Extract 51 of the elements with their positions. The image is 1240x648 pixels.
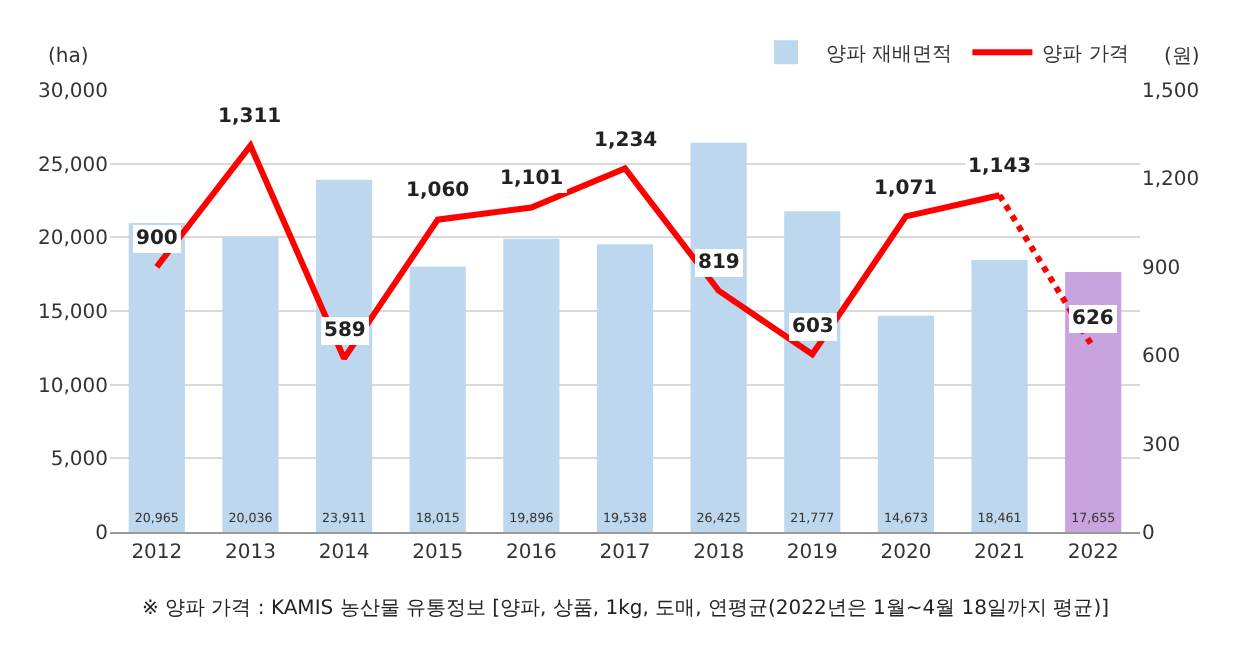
legend-label: 양파 가격	[1042, 43, 1129, 66]
bar	[222, 236, 279, 532]
x-tick-label: 2013	[225, 542, 276, 564]
x-tick-label: 2018	[693, 542, 745, 564]
y-tick-label: 5,000	[50, 449, 108, 472]
data-label: 1,071	[874, 178, 938, 200]
x-tick-label: 2017	[599, 542, 651, 564]
bar	[1065, 271, 1122, 532]
bar	[877, 315, 934, 532]
x-tick-label: 2020	[880, 542, 932, 564]
bar	[784, 211, 841, 532]
data-label: 603	[792, 316, 834, 338]
bar	[596, 244, 654, 532]
y2-tick-label: 300	[1142, 434, 1181, 457]
text: ※ 양파 가격 : KAMIS 농산물 유통정보 [양파, 상품, 1kg, 도매, 연평균(2022년은 1월~4월 18일까지 평균)]	[142, 598, 1110, 620]
data-label: 1,101	[500, 168, 564, 190]
y2-tick-label: 900	[1142, 257, 1181, 280]
x-tick-label: 2021	[974, 542, 1025, 564]
data-label: 626	[1072, 308, 1114, 330]
data-label: 1,060	[406, 180, 470, 202]
y-tick-label: 25,000	[38, 154, 108, 177]
y2-tick-label: 1,500	[1142, 81, 1200, 103]
data-label: 1,234	[594, 130, 658, 152]
x-tick-label: 2016	[505, 542, 557, 564]
y2-tick-label: 600	[1142, 346, 1181, 369]
legend-label: 양파 재배면적	[826, 43, 953, 66]
y-tick-label: 15,000	[38, 302, 108, 324]
y-tick-label: 20,000	[38, 228, 108, 251]
y-tick-label: 30,000	[38, 81, 108, 103]
data-label: 1,143	[968, 156, 1032, 178]
bar	[503, 238, 560, 532]
bar	[971, 260, 1028, 532]
x-tick-label: 2019	[786, 542, 838, 564]
x-tick-label: 2012	[131, 542, 183, 564]
y2-tick-label: 1,200	[1142, 169, 1200, 192]
data-label: 900	[136, 228, 178, 250]
data-label: 589	[324, 320, 366, 342]
y2-axis-title: (원)	[1164, 46, 1200, 68]
x-tick-label: 2015	[412, 542, 464, 564]
bar	[128, 223, 185, 532]
data-label: 819	[698, 252, 740, 274]
y-tick-label: 10,000	[38, 375, 108, 398]
y-axis-title: (ha)	[48, 46, 89, 68]
bar	[690, 142, 747, 532]
bar	[409, 266, 466, 532]
data-label: 1,311	[218, 106, 282, 128]
y-tick-label: 0	[95, 523, 108, 545]
y2-tick-label: 0	[1142, 523, 1155, 545]
x-tick-label: 2014	[318, 542, 370, 564]
x-tick-label: 2022	[1067, 542, 1119, 564]
bar	[316, 179, 373, 532]
